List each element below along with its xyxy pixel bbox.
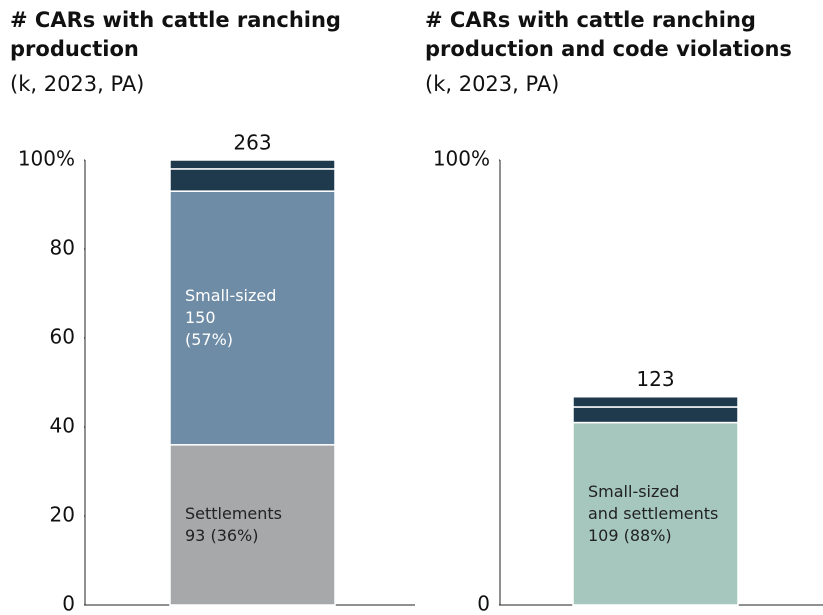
segment-label-line: 93 (36%) — [185, 525, 259, 545]
bar-segment — [572, 395, 739, 408]
segment-label-line: (57%) — [185, 329, 234, 349]
segment-label-line: Small-sized — [588, 481, 680, 501]
segment-label: Small-sized and settlements 109 (88%) — [588, 481, 718, 547]
y-tick-label: 60 — [50, 325, 75, 349]
y-tick-label: 0 — [477, 592, 490, 615]
total-label: 123 — [636, 367, 674, 391]
bar-segment — [169, 444, 336, 606]
chart-subtitle: (k, 2023, PA) — [10, 72, 145, 96]
chart-subtitle: (k, 2023, PA) — [425, 72, 560, 96]
y-tick-label: 100% — [433, 147, 490, 171]
segment-label-line: 109 (88%) — [588, 525, 672, 545]
bar-segment — [572, 406, 739, 424]
bar-segment — [169, 168, 336, 192]
chart-title: # CARs with cattle ranching production a… — [425, 8, 792, 61]
segment-label-line: Settlements — [185, 503, 283, 523]
y-tick-label: 100% — [18, 147, 75, 171]
y-tick-label: 0 — [62, 592, 75, 615]
segment-label-line: Small-sized — [185, 285, 277, 305]
y-tick-label: 80 — [50, 236, 75, 260]
segment-label: Settlements 93 (36%) — [185, 503, 282, 547]
segment-label-line: 150 — [185, 307, 216, 327]
segment-label: Small-sized 150 (57%) — [185, 285, 276, 351]
total-label: 263 — [233, 131, 271, 155]
bar-segment — [572, 421, 739, 606]
y-tick-label: 40 — [50, 414, 75, 438]
bar-segment — [169, 190, 336, 446]
chart-title: # CARs with cattle ranching production — [10, 8, 341, 61]
bar-segment — [169, 159, 336, 170]
y-tick-label: 20 — [50, 503, 75, 527]
segment-label-line: and settlements — [588, 503, 719, 523]
